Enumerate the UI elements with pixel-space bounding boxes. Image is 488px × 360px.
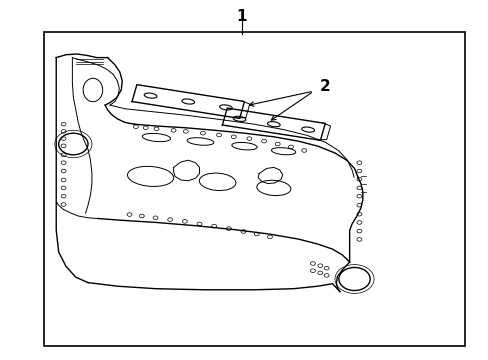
Text: 2: 2 [319, 79, 330, 94]
Bar [44, 32, 464, 346]
Text: 1: 1 [236, 9, 247, 24]
